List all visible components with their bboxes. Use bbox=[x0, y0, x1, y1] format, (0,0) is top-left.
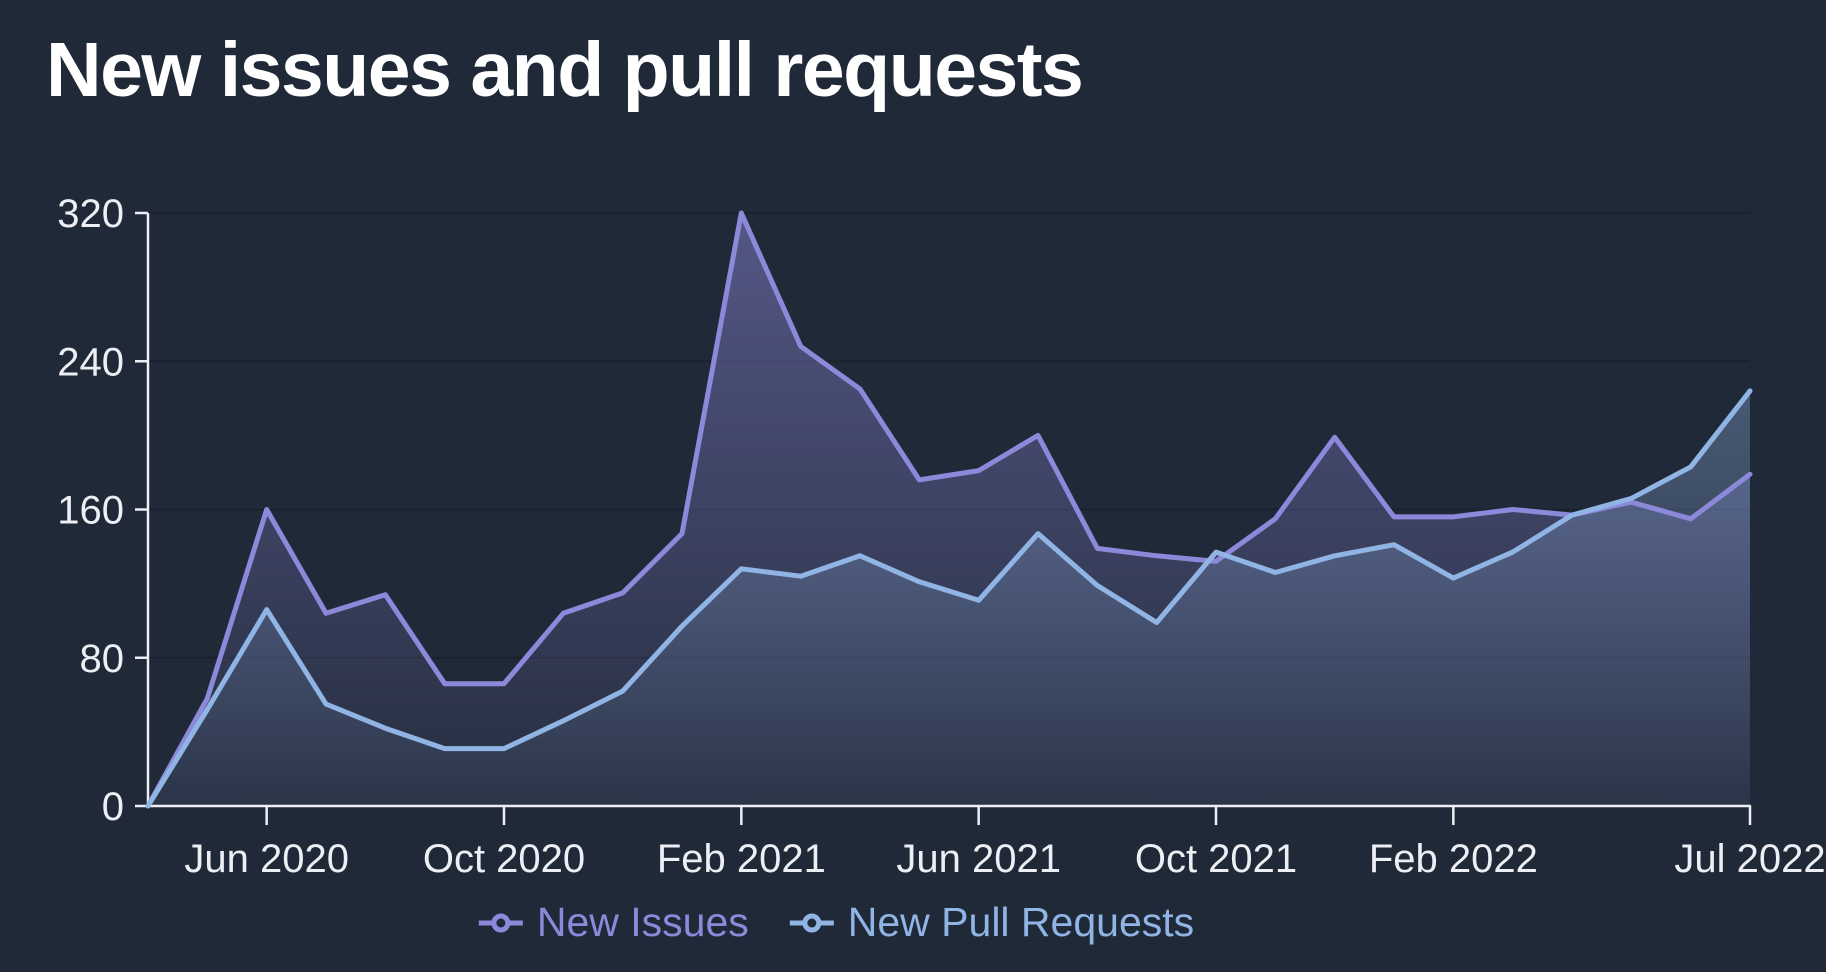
x-tick-label-Feb-2021: Feb 2021 bbox=[657, 837, 826, 881]
y-tick-label-240: 240 bbox=[57, 340, 124, 384]
legend-item-new-pull-requests[interactable]: New Pull Requests bbox=[789, 899, 1194, 946]
x-tick-label-Jul-2022: Jul 2022 bbox=[1674, 837, 1825, 881]
x-tick-label-Jun-2020: Jun 2020 bbox=[184, 837, 349, 881]
x-tick-label-Feb-2022: Feb 2022 bbox=[1369, 837, 1538, 881]
y-tick-label-80: 80 bbox=[80, 637, 125, 681]
legend-marker-new-pull-requests bbox=[789, 913, 834, 932]
legend-item-new-issues[interactable]: New Issues bbox=[478, 899, 749, 946]
area-new-pull-requests bbox=[148, 390, 1750, 806]
y-tick-label-0: 0 bbox=[102, 785, 124, 829]
x-tick-label-Oct-2021: Oct 2021 bbox=[1135, 837, 1297, 881]
chart-legend: New Issues New Pull Requests bbox=[478, 899, 1194, 946]
line-new-issues bbox=[145, 210, 1753, 809]
legend-label-new-pull-requests: New Pull Requests bbox=[847, 899, 1195, 945]
y-tick-label-320: 320 bbox=[57, 192, 124, 236]
legend-marker-new-issues bbox=[478, 913, 523, 932]
chart-title: New issues and pull requests bbox=[46, 27, 1084, 113]
x-tick-label-Jun-2021: Jun 2021 bbox=[896, 837, 1061, 881]
line-new-pull-requests bbox=[145, 388, 1753, 809]
y-tick-label-160: 160 bbox=[57, 489, 124, 533]
legend-label-new-issues: New Issues bbox=[536, 899, 749, 945]
x-tick-label-Oct-2020: Oct 2020 bbox=[423, 837, 585, 881]
